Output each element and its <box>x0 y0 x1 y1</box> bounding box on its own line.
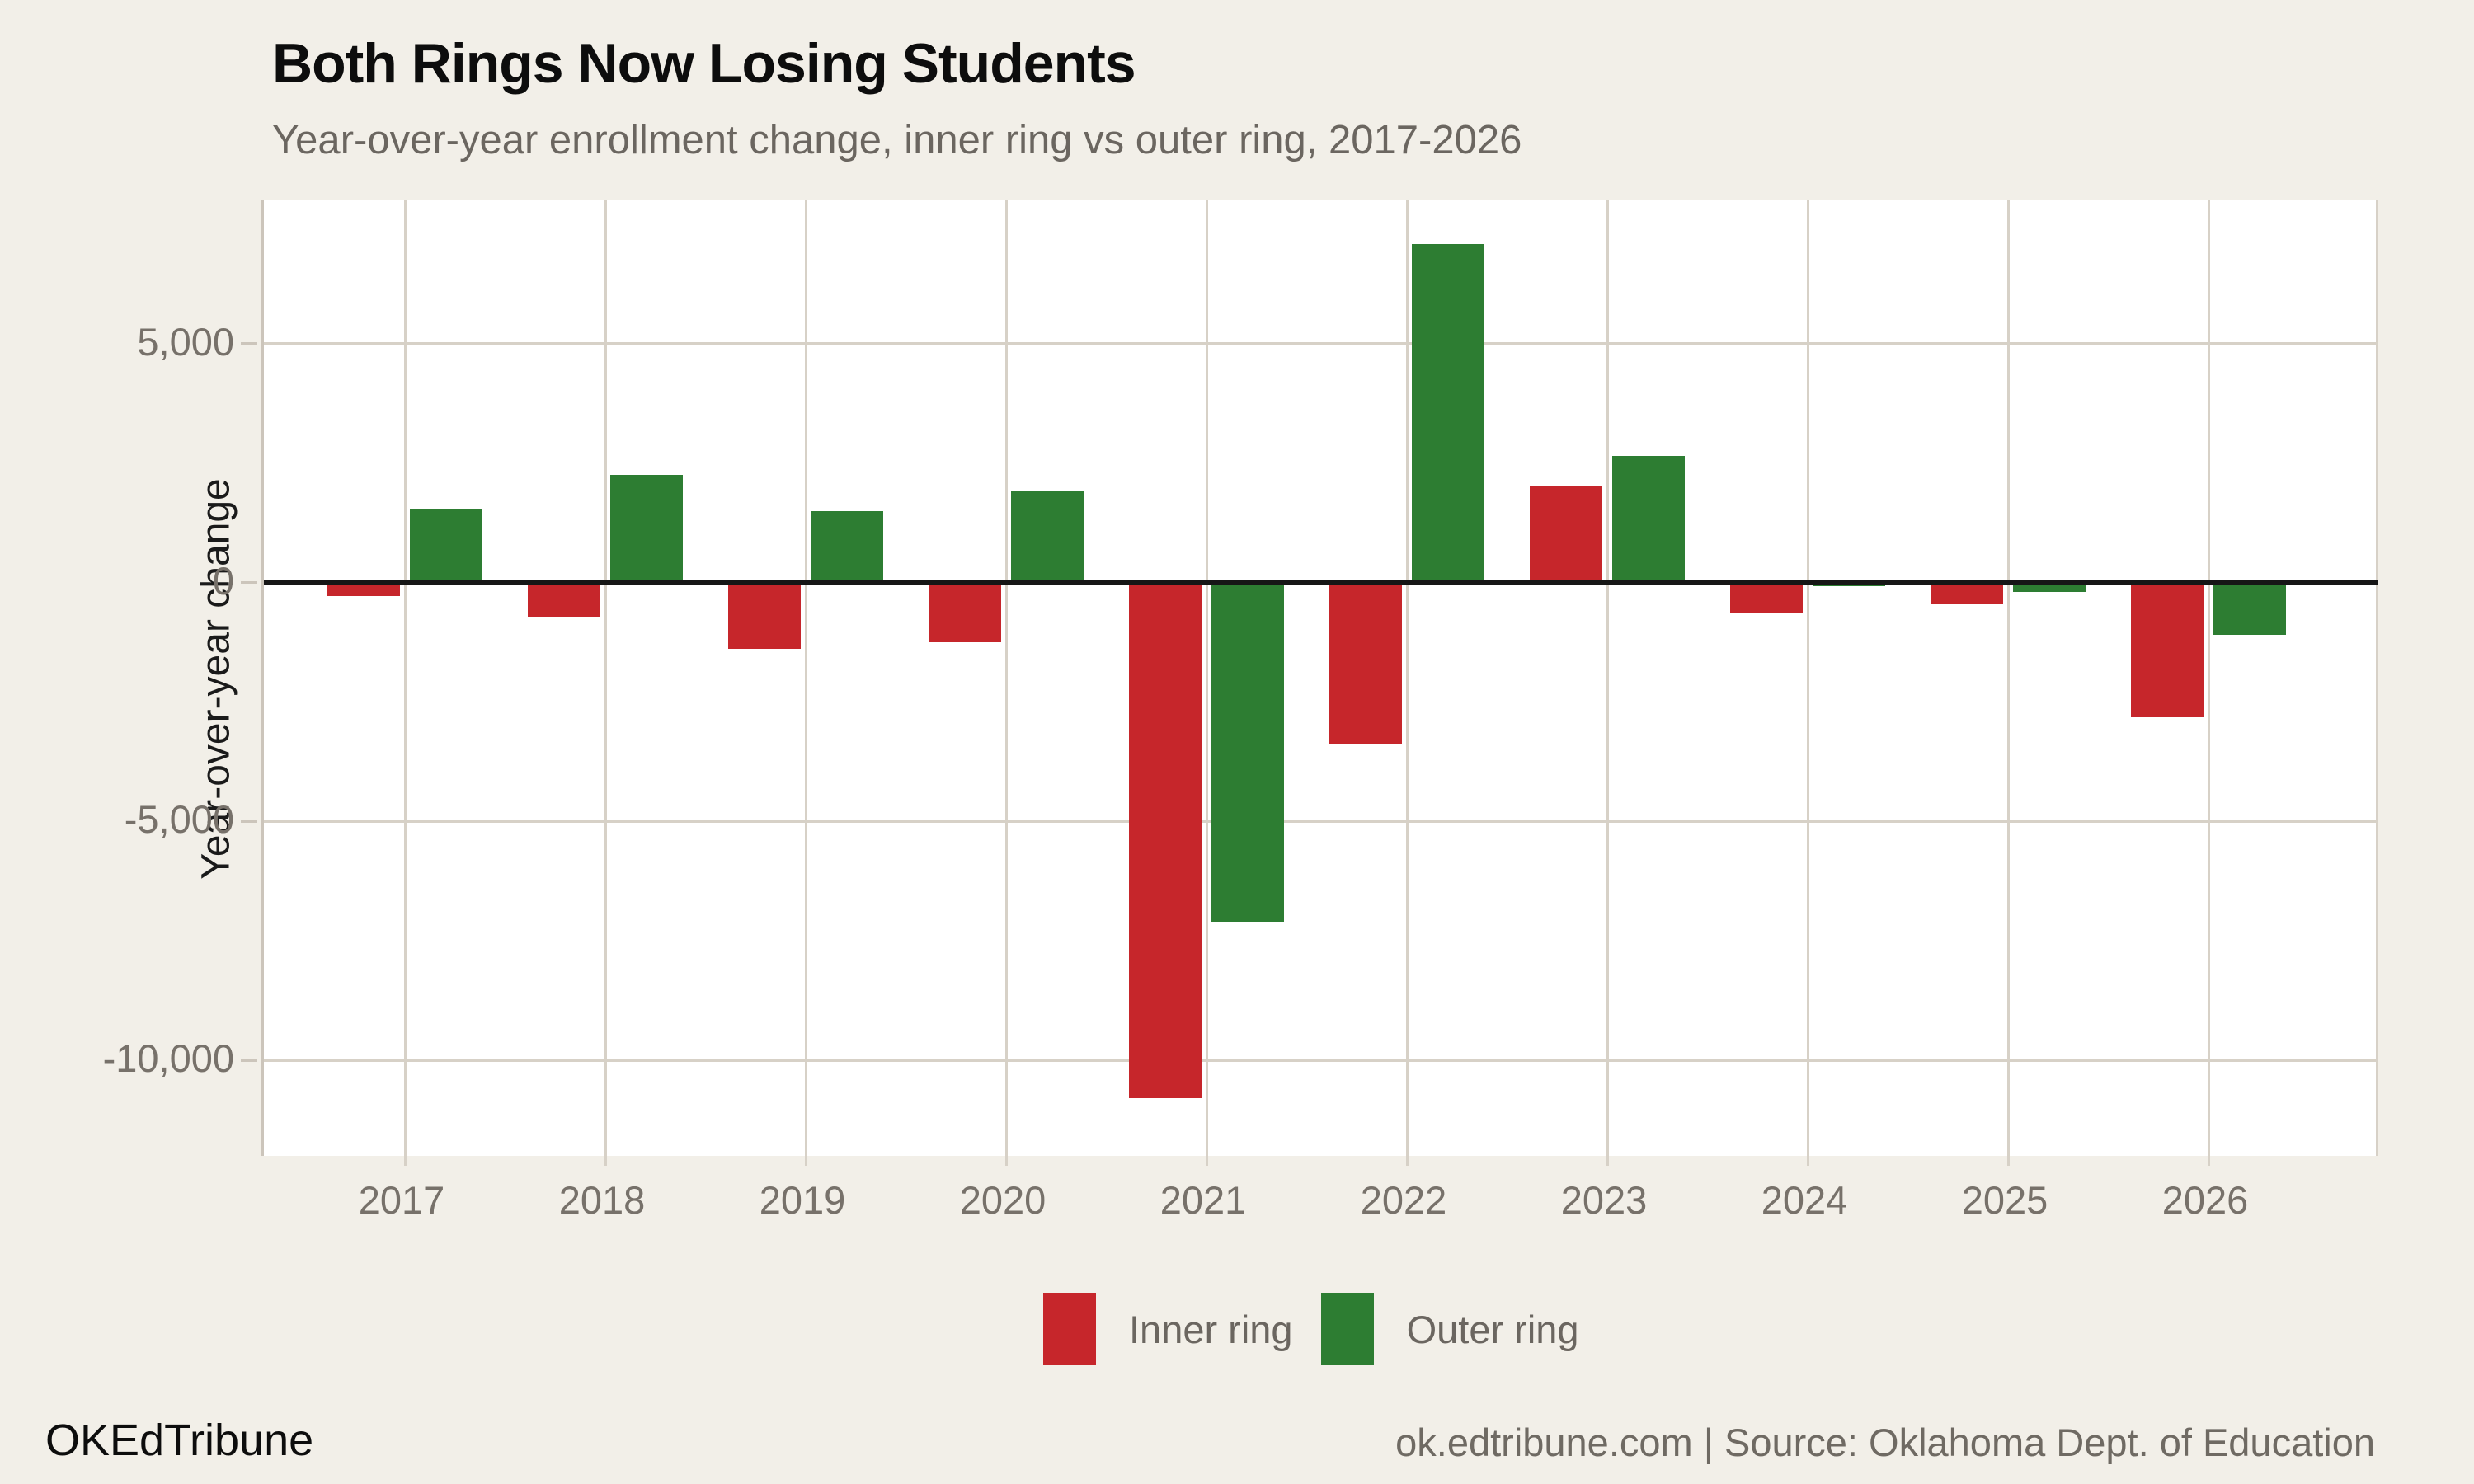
bar-inner-2021 <box>1129 582 1202 1099</box>
bar-inner-2024 <box>1730 582 1803 614</box>
y-axis-title: Year-over-year change <box>194 478 238 880</box>
bar-outer-2026 <box>2213 582 2286 635</box>
v-gridline <box>2207 200 2210 1166</box>
bar-outer-2020 <box>1011 491 1084 583</box>
zero-baseline <box>264 580 2378 585</box>
bar-inner-2017 <box>327 582 400 596</box>
h-gridline <box>264 342 2378 345</box>
plot-area <box>261 200 2378 1166</box>
bar-inner-2026 <box>2131 582 2204 717</box>
legend-item-inner-ring: Inner ring <box>1043 1293 1293 1365</box>
x-tick-label: 2018 <box>558 1178 646 1222</box>
bar-outer-2023 <box>1612 456 1685 583</box>
y-tick-label: 0 <box>212 558 234 603</box>
x-tick-label: 2019 <box>759 1178 846 1222</box>
y-tick-label: -5,000 <box>124 797 234 842</box>
x-tick-label: 2021 <box>1159 1178 1247 1222</box>
outer-ring-swatch-icon <box>1320 1293 1374 1365</box>
v-gridline <box>604 200 607 1166</box>
bar-outer-2025 <box>2013 582 2086 593</box>
x-tick-label: 2023 <box>1560 1178 1648 1222</box>
bar-outer-2018 <box>610 474 683 583</box>
bar-inner-2018 <box>528 582 600 618</box>
legend-item-outer-ring: Outer ring <box>1320 1293 1579 1365</box>
bar-inner-2019 <box>728 582 801 650</box>
bar-outer-2021 <box>1211 582 1284 923</box>
legend-label-outer-ring: Outer ring <box>1406 1307 1579 1351</box>
bar-outer-2019 <box>811 510 883 583</box>
h-gridline <box>264 1059 2378 1062</box>
x-tick-label: 2024 <box>1761 1178 1848 1222</box>
y-tick-label: 5,000 <box>137 319 234 364</box>
bar-outer-2017 <box>410 508 482 583</box>
x-tick-label: 2025 <box>1961 1178 2048 1222</box>
footer-attribution: ok.edtribune.com | Source: Oklahoma Dept… <box>1395 1421 2375 1464</box>
footer-brand: OKEdTribune <box>45 1416 314 1465</box>
chart-title: Both Rings Now Losing Students <box>272 32 1136 95</box>
x-tick-label: 2026 <box>2161 1178 2249 1222</box>
legend-label-inner-ring: Inner ring <box>1129 1307 1293 1351</box>
y-tick-mark <box>241 1059 257 1062</box>
bar-inner-2025 <box>1931 582 2003 605</box>
y-tick-label: -10,000 <box>102 1036 234 1081</box>
y-tick-mark <box>241 581 257 585</box>
bar-outer-2022 <box>1412 243 1484 583</box>
v-gridline <box>804 200 807 1166</box>
v-gridline-right-edge <box>2376 200 2378 1156</box>
v-gridline <box>403 200 407 1166</box>
bar-inner-2022 <box>1329 582 1402 744</box>
v-gridline <box>1806 200 1809 1166</box>
v-gridline <box>1004 200 1008 1166</box>
bar-inner-2023 <box>1530 485 1602 583</box>
inner-ring-swatch-icon <box>1043 1293 1096 1365</box>
x-tick-label: 2017 <box>358 1178 445 1222</box>
x-tick-label: 2020 <box>959 1178 1047 1222</box>
v-gridline <box>1606 200 1609 1166</box>
y-tick-mark <box>241 819 257 823</box>
legend: Inner ring Outer ring <box>1043 1293 1579 1365</box>
y-tick-mark <box>241 342 257 345</box>
x-tick-label: 2022 <box>1360 1178 1447 1222</box>
v-gridline <box>1205 200 1208 1166</box>
chart-subtitle: Year-over-year enrollment change, inner … <box>272 118 1522 162</box>
v-gridline <box>1405 200 1409 1166</box>
v-gridline <box>2006 200 2010 1166</box>
h-gridline <box>264 819 2378 823</box>
bar-inner-2020 <box>929 582 1001 643</box>
